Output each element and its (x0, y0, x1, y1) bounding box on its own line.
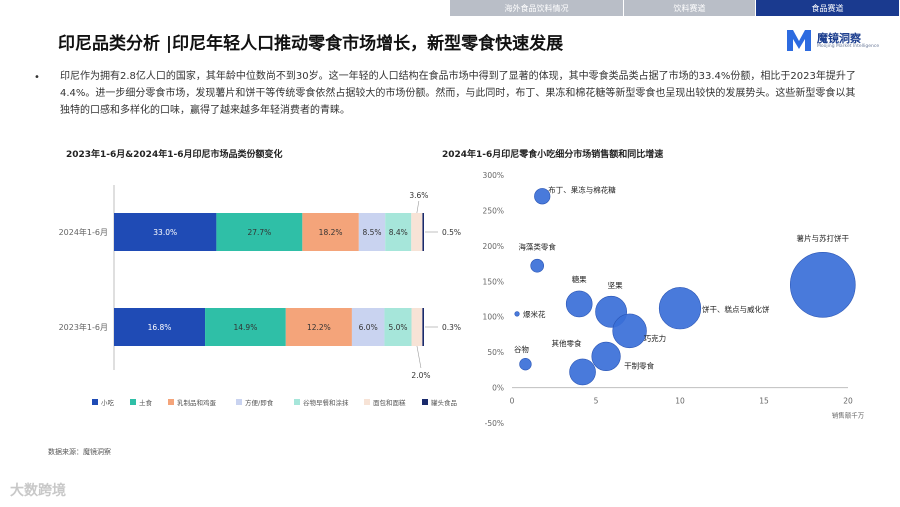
y-tick-label: 50% (487, 348, 504, 357)
bubble-chart-title: 2024年1-6月印尼零食小吃细分市场销售额和同比增速 (442, 150, 664, 160)
bar-segment (285, 308, 352, 346)
point-label: 巧克力 (644, 333, 667, 343)
legend-swatch (168, 399, 174, 405)
bubble-point (534, 188, 551, 205)
bubble-chart: -50% 0% 50% 100% 150% 200% 250% 300% 0 5 10 15 20 销售额… (483, 171, 865, 428)
bar-segment (114, 213, 217, 251)
y-tick-label: 300% (483, 171, 504, 180)
tab-overseas-food-beverage[interactable]: 海外食品饮料情况 (450, 0, 624, 16)
data-label: 27.7% (247, 228, 271, 237)
bar-segment (411, 308, 423, 346)
point-label: 坚果 (608, 281, 623, 290)
legend-label: 谷物早餐和涂抹 (303, 398, 349, 407)
bubble-point (530, 258, 544, 273)
bar-segment (358, 213, 386, 251)
data-label: 6.0% (359, 323, 378, 332)
stacked-bar-chart: 2024年1-6月 33.0% 27.7% 18.2% 8.5% 8.4% 3.6% 0.5%… (59, 185, 461, 407)
logo-icon (787, 30, 811, 51)
category-label: 2023年1-6月 (59, 322, 108, 332)
bubble-point (514, 311, 520, 317)
brand-logo: 魔镜洞察 Moojing Market Intelligence (785, 27, 885, 55)
bubble-point (565, 290, 593, 318)
y-tick-label: 0% (492, 384, 504, 393)
watermark: 大数跨境 (10, 483, 66, 499)
data-label: 2.0% (411, 371, 430, 380)
y-tick-label: -50% (485, 419, 504, 428)
tab-beverage[interactable]: 饮料赛道 (624, 0, 756, 16)
x-tick-label: 10 (675, 397, 685, 406)
bar-segment (351, 308, 385, 346)
data-label: 8.4% (389, 228, 408, 237)
y-tick-label: 150% (483, 277, 504, 286)
bar-segment (385, 213, 412, 251)
x-tick-label: 20 (843, 397, 853, 406)
tab-food[interactable]: 食品赛道 (756, 0, 900, 16)
bar-segment (114, 308, 206, 346)
bubble-point (591, 341, 621, 371)
stacked-chart-title: 2023年1-6月&2024年1-6月印尼市场品类份额变化 (66, 150, 283, 160)
legend-swatch (422, 399, 428, 405)
callout-line (416, 345, 422, 369)
point-label: 其他零食 (552, 338, 582, 348)
bar-segment (205, 308, 286, 346)
bar-segment (422, 308, 424, 346)
bar-segment (216, 213, 303, 251)
legend-swatch (92, 399, 98, 405)
summary-paragraph: 印尼作为拥有2.8亿人口的国家，其年龄中位数尚不到30岁。这一年轻的人口结构在食… (60, 71, 856, 116)
point-label: 饼干、糕点与威化饼 (702, 304, 770, 314)
bar-segment (411, 213, 423, 251)
point-label: 爆米花 (523, 309, 546, 319)
legend-swatch (294, 399, 300, 405)
top-nav-tabs: 海外食品饮料情况 饮料赛道 食品赛道 (450, 0, 900, 16)
legend-label: 小吃 (101, 398, 115, 407)
x-tick-label: 5 (594, 397, 599, 406)
legend-label: 土食 (139, 398, 153, 407)
data-label: 5.0% (388, 323, 407, 332)
logo-subtitle: Moojing Market Intelligence (817, 44, 880, 49)
logo-name: 魔镜洞察 (817, 32, 861, 45)
y-tick-label: 100% (483, 313, 504, 322)
point-label: 布丁、果冻与棉花糖 (548, 184, 616, 194)
point-label: 干制零食 (624, 360, 654, 370)
bubble-point (612, 313, 647, 349)
legend-swatch (236, 399, 242, 405)
x-tick-label: 15 (759, 397, 769, 406)
data-label: 12.2% (307, 323, 331, 332)
data-label: 33.0% (153, 228, 177, 237)
legend-swatch (364, 399, 370, 405)
bubble-point (569, 358, 596, 386)
x-tick-label: 0 (510, 397, 515, 406)
legend-label: 方便/即食 (245, 398, 274, 407)
y-tick-label: 250% (483, 206, 504, 215)
data-label: 18.2% (319, 228, 343, 237)
bubble-point (789, 252, 856, 318)
callout-line (416, 200, 420, 214)
data-label: 16.8% (148, 323, 172, 332)
bubble-point (519, 358, 532, 371)
bar-segment (422, 213, 424, 251)
bullet-marker: • (34, 72, 40, 83)
bar-segment (302, 213, 359, 251)
page-title: 印尼品类分析 |印尼年轻人口推动零食市场增长，新型零食快速发展 (58, 34, 564, 54)
point-label: 海藻类零食 (518, 242, 556, 252)
bubble-point (658, 287, 702, 330)
legend-label: 乳制品和鸡蛋 (177, 398, 217, 407)
data-source: 数据来源：魔镜洞察 (48, 448, 111, 456)
bar-segment (384, 308, 412, 346)
point-label: 谷物 (514, 344, 529, 354)
data-label: 0.5% (442, 228, 461, 237)
data-label: 0.3% (442, 323, 461, 332)
data-label: 3.6% (409, 191, 428, 200)
category-label: 2024年1-6月 (59, 227, 108, 237)
data-label: 8.5% (362, 228, 381, 237)
y-tick-label: 200% (483, 242, 504, 251)
legend-label: 罐头食品 (431, 398, 457, 407)
point-label: 薯片与苏打饼干 (797, 233, 850, 243)
point-label: 糖果 (572, 274, 587, 284)
data-label: 14.9% (234, 323, 258, 332)
x-axis-label: 销售额千万 (832, 411, 865, 420)
legend-swatch (130, 399, 136, 405)
legend-label: 面包和面糕 (373, 398, 406, 407)
